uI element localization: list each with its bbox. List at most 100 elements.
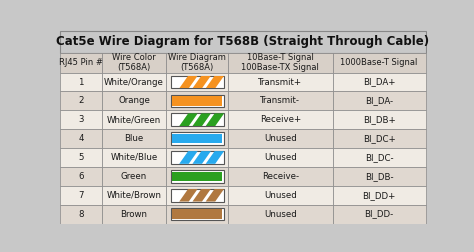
Bar xyxy=(166,73,228,91)
Text: Green: Green xyxy=(121,172,147,181)
Bar xyxy=(171,151,224,164)
Text: Wire Diagram
(T568A): Wire Diagram (T568A) xyxy=(168,53,226,72)
Bar xyxy=(102,91,166,110)
Bar xyxy=(228,205,333,224)
Text: Receive+: Receive+ xyxy=(260,115,301,124)
Bar xyxy=(228,53,333,73)
Text: 7: 7 xyxy=(78,191,84,200)
Text: White/Green: White/Green xyxy=(107,115,161,124)
Bar xyxy=(102,167,166,186)
Bar xyxy=(333,186,426,205)
Bar xyxy=(171,113,224,126)
Text: 10Base-T Signal
100Base-TX Signal: 10Base-T Signal 100Base-TX Signal xyxy=(241,53,319,72)
Bar xyxy=(228,91,333,110)
Bar xyxy=(102,186,166,205)
Bar xyxy=(60,31,426,53)
Polygon shape xyxy=(192,76,211,88)
Text: BI_DB-: BI_DB- xyxy=(365,172,393,181)
Bar xyxy=(171,170,224,183)
Bar xyxy=(333,53,426,73)
Text: White/Blue: White/Blue xyxy=(110,153,158,162)
Bar xyxy=(60,205,102,224)
Text: 2: 2 xyxy=(78,96,84,105)
Text: BI_DC-: BI_DC- xyxy=(365,153,393,162)
Text: BI_DA+: BI_DA+ xyxy=(363,78,395,86)
Bar xyxy=(333,205,426,224)
Bar xyxy=(166,129,228,148)
Bar xyxy=(60,91,102,110)
Polygon shape xyxy=(179,113,198,126)
Text: BI_DA-: BI_DA- xyxy=(365,96,393,105)
Text: BI_DD-: BI_DD- xyxy=(365,210,394,218)
Bar xyxy=(171,94,224,107)
Bar xyxy=(102,53,166,73)
Polygon shape xyxy=(179,151,198,164)
Bar xyxy=(228,167,333,186)
Text: Unused: Unused xyxy=(264,191,297,200)
Polygon shape xyxy=(206,76,224,88)
Bar xyxy=(173,96,222,106)
Polygon shape xyxy=(179,189,198,202)
Bar xyxy=(166,186,228,205)
Bar xyxy=(171,132,224,145)
Bar xyxy=(60,186,102,205)
Text: Wire Color
(T568A): Wire Color (T568A) xyxy=(112,53,156,72)
Text: Brown: Brown xyxy=(120,210,147,218)
Text: RJ45 Pin #: RJ45 Pin # xyxy=(59,58,103,67)
Bar xyxy=(166,110,228,129)
Bar xyxy=(173,134,222,143)
Text: 8: 8 xyxy=(78,210,84,218)
Bar xyxy=(60,73,102,91)
Text: BI_DD+: BI_DD+ xyxy=(363,191,396,200)
Text: White/Orange: White/Orange xyxy=(104,78,164,86)
Bar xyxy=(333,73,426,91)
Text: 3: 3 xyxy=(78,115,84,124)
Bar xyxy=(60,110,102,129)
Text: White/Brown: White/Brown xyxy=(107,191,162,200)
Bar xyxy=(333,91,426,110)
Bar xyxy=(173,172,222,181)
Bar xyxy=(333,148,426,167)
Text: Blue: Blue xyxy=(125,134,144,143)
Bar xyxy=(102,110,166,129)
Bar xyxy=(166,167,228,186)
Bar xyxy=(166,91,228,110)
Text: 1000Base-T Signal: 1000Base-T Signal xyxy=(340,58,418,67)
Text: 6: 6 xyxy=(78,172,84,181)
Bar xyxy=(228,73,333,91)
Bar xyxy=(228,148,333,167)
Bar xyxy=(333,129,426,148)
Text: Transmit-: Transmit- xyxy=(260,96,301,105)
Text: Unused: Unused xyxy=(264,210,297,218)
Polygon shape xyxy=(179,76,198,88)
Polygon shape xyxy=(192,189,211,202)
Polygon shape xyxy=(192,151,211,164)
Text: Unused: Unused xyxy=(264,134,297,143)
Bar xyxy=(60,167,102,186)
Polygon shape xyxy=(206,189,224,202)
Bar xyxy=(60,148,102,167)
Text: BI_DB+: BI_DB+ xyxy=(363,115,396,124)
Text: Receive-: Receive- xyxy=(262,172,299,181)
Bar xyxy=(171,208,224,220)
Bar xyxy=(166,148,228,167)
Bar xyxy=(166,205,228,224)
Bar xyxy=(102,205,166,224)
Polygon shape xyxy=(206,151,224,164)
Bar xyxy=(173,209,222,219)
Polygon shape xyxy=(206,113,224,126)
Bar xyxy=(171,76,224,88)
Bar xyxy=(333,110,426,129)
Bar xyxy=(228,186,333,205)
Bar xyxy=(102,129,166,148)
Text: Unused: Unused xyxy=(264,153,297,162)
Bar xyxy=(333,167,426,186)
Text: Transmit+: Transmit+ xyxy=(258,78,302,86)
Bar xyxy=(171,189,224,202)
Bar xyxy=(228,110,333,129)
Bar xyxy=(102,73,166,91)
Bar xyxy=(166,53,228,73)
Text: 5: 5 xyxy=(78,153,84,162)
Text: Cat5e Wire Diagram for T568B (Straight Through Cable): Cat5e Wire Diagram for T568B (Straight T… xyxy=(56,35,429,48)
Text: 4: 4 xyxy=(78,134,84,143)
